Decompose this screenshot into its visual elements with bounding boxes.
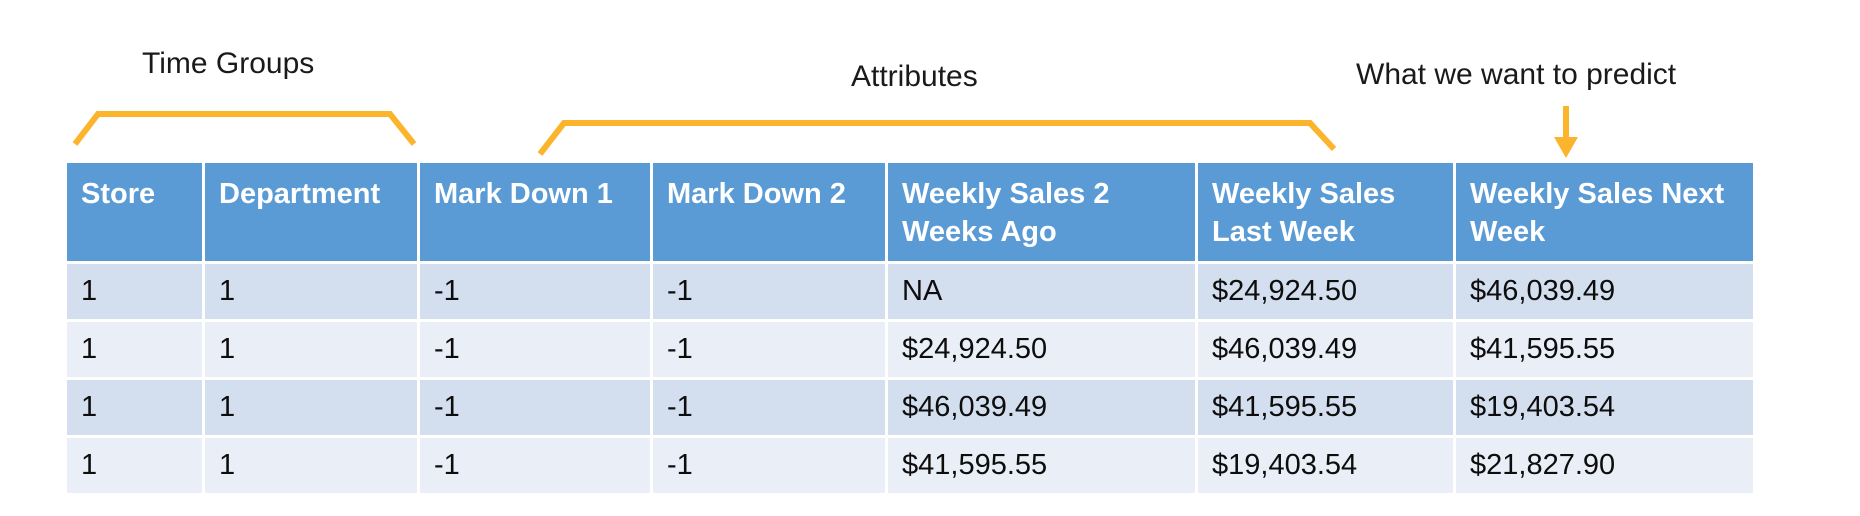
column-header-store: Store	[67, 163, 202, 261]
column-header-weekly-sales-2-weeks-ago: Weekly Sales 2 Weeks Ago	[888, 163, 1195, 261]
column-header-department: Department	[205, 163, 417, 261]
table-cell: 1	[205, 322, 417, 377]
column-header-mark-down-1: Mark Down 1	[420, 163, 650, 261]
table-cell: -1	[420, 322, 650, 377]
table-cell: $46,039.49	[1198, 322, 1453, 377]
table-cell: 1	[67, 264, 202, 319]
time-groups-bracket	[72, 111, 417, 146]
table-cell: $41,595.55	[888, 438, 1195, 493]
table-cell: $21,827.90	[1456, 438, 1753, 493]
table-cell: $41,595.55	[1198, 380, 1453, 435]
table-cell: 1	[205, 264, 417, 319]
table-cell: 1	[67, 380, 202, 435]
table-cell: $24,924.50	[888, 322, 1195, 377]
table-cell: $41,595.55	[1456, 322, 1753, 377]
table-cell: 1	[205, 380, 417, 435]
table-cell: -1	[420, 380, 650, 435]
table-cell: -1	[420, 264, 650, 319]
table-cell: 1	[205, 438, 417, 493]
table-cell: -1	[653, 264, 885, 319]
table-cell: NA	[888, 264, 1195, 319]
column-header-weekly-sales-last-week: Weekly Sales Last Week	[1198, 163, 1453, 261]
table-cell: -1	[653, 438, 885, 493]
table-cell: $46,039.49	[888, 380, 1195, 435]
table-cell: $46,039.49	[1456, 264, 1753, 319]
table-cell: -1	[420, 438, 650, 493]
attributes-label: Attributes	[851, 60, 978, 93]
predict-arrow	[1554, 106, 1578, 158]
table-cell: $19,403.54	[1456, 380, 1753, 435]
column-header-weekly-sales-next-week: Weekly Sales Next Week	[1456, 163, 1753, 261]
table-cell: $19,403.54	[1198, 438, 1453, 493]
attributes-bracket	[537, 120, 1337, 156]
table-cell: 1	[67, 438, 202, 493]
sales-data-table: Store Department Mark Down 1 Mark Down 2…	[67, 163, 1753, 493]
table-cell: $24,924.50	[1198, 264, 1453, 319]
column-header-mark-down-2: Mark Down 2	[653, 163, 885, 261]
table-cell: -1	[653, 380, 885, 435]
table-cell: -1	[653, 322, 885, 377]
time-groups-label: Time Groups	[142, 47, 315, 80]
table-cell: 1	[67, 322, 202, 377]
predict-label: What we want to predict	[1356, 58, 1677, 91]
